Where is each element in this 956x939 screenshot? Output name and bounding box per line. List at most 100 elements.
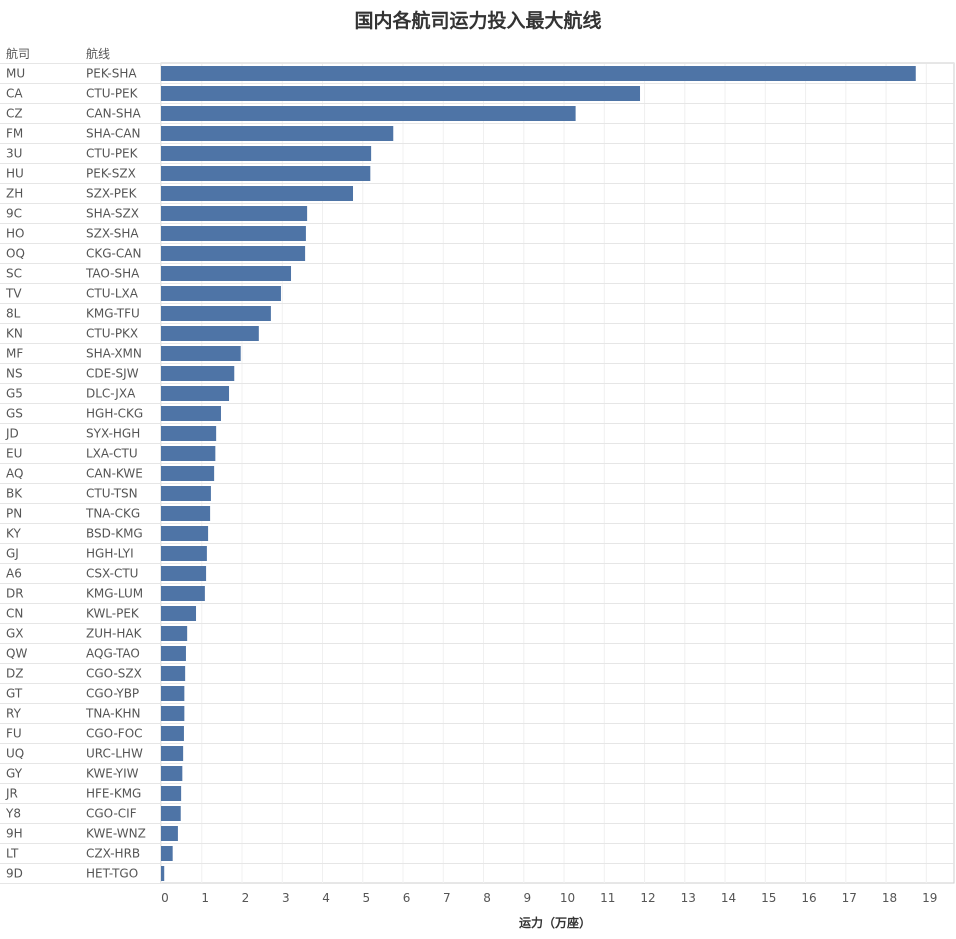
route-label: KWE-WNZ	[86, 827, 146, 841]
route-label: SZX-SHA	[86, 227, 139, 241]
bar	[161, 366, 235, 381]
bar-row: GY KWE-YIW	[6, 766, 183, 781]
route-label: LXA-CTU	[86, 447, 138, 461]
route-label: CAN-SHA	[86, 107, 142, 121]
bar	[161, 766, 183, 781]
bar-row: PN TNA-CKG	[6, 506, 211, 521]
x-tick-label: 2	[242, 891, 250, 905]
bar	[161, 426, 217, 441]
column-header-airline: 航司	[6, 46, 30, 61]
route-label: BSD-KMG	[86, 527, 143, 541]
bar-row: KY BSD-KMG	[6, 526, 209, 541]
x-tick-label: 5	[362, 891, 370, 905]
bar-row: GS HGH-CKG	[6, 406, 221, 421]
x-tick-label: 12	[640, 891, 655, 905]
bar-row: 8L KMG-TFU	[6, 306, 271, 321]
bar-row: TV CTU-LXA	[5, 286, 281, 301]
route-label: CTU-TSN	[86, 487, 138, 501]
bar	[161, 866, 165, 881]
bar	[161, 446, 216, 461]
route-label: KWE-YIW	[86, 767, 139, 781]
bar-row: G5 DLC-JXA	[6, 386, 230, 401]
route-label: CTU-PEK	[86, 147, 139, 161]
airline-label: CZ	[6, 107, 23, 121]
x-tick-label: 7	[443, 891, 451, 905]
airline-label: KN	[6, 327, 23, 341]
airline-label: RY	[6, 707, 22, 721]
airline-label: MU	[6, 67, 25, 81]
bar-row: KN CTU-PKX	[6, 326, 259, 341]
bar-row: HU PEK-SZX	[6, 166, 371, 181]
bar	[161, 86, 641, 101]
route-label: TNA-KHN	[85, 707, 140, 721]
airline-label: KY	[6, 527, 21, 541]
route-label: CSX-CTU	[86, 567, 138, 581]
airline-label: QW	[6, 647, 27, 661]
airline-label: TV	[5, 287, 22, 301]
x-tick-label: 9	[523, 891, 531, 905]
route-label: CAN-KWE	[86, 467, 143, 481]
airline-label: JR	[5, 787, 18, 801]
x-tick-label: 18	[882, 891, 897, 905]
airline-label: GT	[6, 687, 23, 701]
airline-label: Y8	[5, 807, 21, 821]
x-tick-label: 17	[842, 891, 857, 905]
airline-label: DZ	[6, 667, 23, 681]
route-label: CKG-CAN	[86, 247, 141, 261]
bar	[161, 386, 230, 401]
bar-row: GJ HGH-LYI	[6, 546, 207, 561]
airline-label: GY	[6, 767, 23, 781]
bar	[161, 466, 215, 481]
bar-row: EU LXA-CTU	[6, 446, 216, 461]
airline-label: EU	[6, 447, 22, 461]
bar	[161, 626, 188, 641]
bar	[161, 706, 185, 721]
route-label: TAO-SHA	[85, 267, 140, 281]
bar-row: CN KWL-PEK	[6, 606, 197, 621]
x-tick-label: 19	[922, 891, 937, 905]
bar-row: DR KMG-LUM	[6, 586, 205, 601]
airline-label: NS	[6, 367, 23, 381]
bar	[161, 106, 576, 121]
airline-label: A6	[6, 567, 22, 581]
bar	[161, 506, 211, 521]
route-label: URC-LHW	[86, 747, 143, 761]
bar-row: HO SZX-SHA	[6, 226, 306, 241]
x-tick-label: 15	[761, 891, 776, 905]
bar	[161, 566, 207, 581]
route-label: HET-TGO	[86, 867, 138, 881]
route-label: DLC-JXA	[86, 387, 136, 401]
bar	[161, 126, 394, 141]
bar	[161, 806, 181, 821]
bar-row: OQ CKG-CAN	[6, 246, 306, 261]
route-label: HFE-KMG	[86, 787, 141, 801]
bar	[161, 306, 271, 321]
bar-row: GX ZUH-HAK	[6, 626, 188, 641]
x-tick-label: 11	[600, 891, 615, 905]
bar	[161, 646, 186, 661]
bar-row: SC TAO-SHA	[6, 266, 292, 281]
airline-label: LT	[6, 847, 19, 861]
route-label: SHA-XMN	[86, 347, 142, 361]
bar	[161, 746, 184, 761]
bar	[161, 526, 209, 541]
bar	[161, 486, 211, 501]
airline-label: OQ	[6, 247, 25, 261]
airline-label: 9C	[6, 207, 22, 221]
route-label: CTU-PKX	[86, 327, 138, 341]
route-label: PEK-SZX	[86, 167, 136, 181]
route-label: CTU-LXA	[86, 287, 139, 301]
airline-label: CA	[6, 87, 23, 101]
airline-label: GX	[6, 627, 24, 641]
bar	[161, 146, 372, 161]
bar-row: DZ CGO-SZX	[6, 666, 186, 681]
airline-label: MF	[6, 347, 23, 361]
x-tick-label: 3	[282, 891, 290, 905]
bar-row: CZ CAN-SHA	[6, 106, 576, 121]
bar-row: RY TNA-KHN	[6, 706, 185, 721]
airline-label: 3U	[6, 147, 22, 161]
route-label: CGO-SZX	[86, 667, 142, 681]
bar-row: NS CDE-SJW	[6, 366, 235, 381]
route-label: SZX-PEK	[86, 187, 138, 201]
bar	[161, 206, 308, 221]
